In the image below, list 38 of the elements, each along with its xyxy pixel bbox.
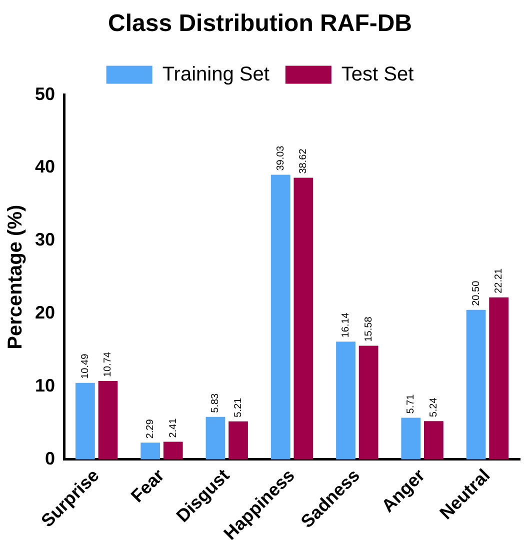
data-label: 2.29 bbox=[145, 418, 156, 439]
bar bbox=[336, 342, 356, 460]
data-label: 20.50 bbox=[470, 280, 482, 306]
bar bbox=[294, 178, 314, 460]
data-label: 22.21 bbox=[494, 268, 505, 294]
chart-title: Class Distribution RAF-DB bbox=[108, 10, 412, 38]
y-tick-label: 50 bbox=[34, 84, 56, 104]
data-label: 5.71 bbox=[406, 394, 417, 414]
data-label: 5.24 bbox=[428, 397, 440, 418]
data-label: 38.62 bbox=[298, 148, 310, 174]
bar bbox=[228, 421, 248, 460]
data-label: 10.74 bbox=[102, 352, 114, 378]
y-tick-label: 20 bbox=[34, 302, 56, 323]
data-label: 15.58 bbox=[363, 316, 374, 342]
data-label: 5.21 bbox=[233, 397, 244, 418]
bar bbox=[98, 381, 118, 460]
legend-label: Training Set bbox=[162, 63, 270, 86]
y-tick-label: 40 bbox=[34, 156, 56, 177]
bar bbox=[270, 174, 290, 460]
data-label: 39.03 bbox=[275, 145, 286, 171]
bar bbox=[163, 442, 183, 460]
bar bbox=[489, 297, 509, 460]
data-label: 10.49 bbox=[80, 353, 91, 379]
data-label: 16.14 bbox=[340, 312, 352, 338]
bar bbox=[76, 382, 95, 460]
data-label: 5.83 bbox=[210, 392, 222, 413]
bar bbox=[466, 310, 486, 460]
bar bbox=[140, 442, 160, 460]
bar bbox=[206, 416, 226, 460]
bar bbox=[358, 346, 378, 460]
bar bbox=[424, 421, 444, 460]
y-tick-label: 10 bbox=[34, 375, 56, 396]
data-label: 2.41 bbox=[168, 418, 179, 438]
y-tick-label: 0 bbox=[45, 448, 56, 468]
y-tick-label: 30 bbox=[34, 230, 56, 250]
y-axis-title: Percentage (%) bbox=[4, 204, 27, 350]
legend-label: Test Set bbox=[341, 63, 414, 86]
bar bbox=[401, 418, 421, 460]
